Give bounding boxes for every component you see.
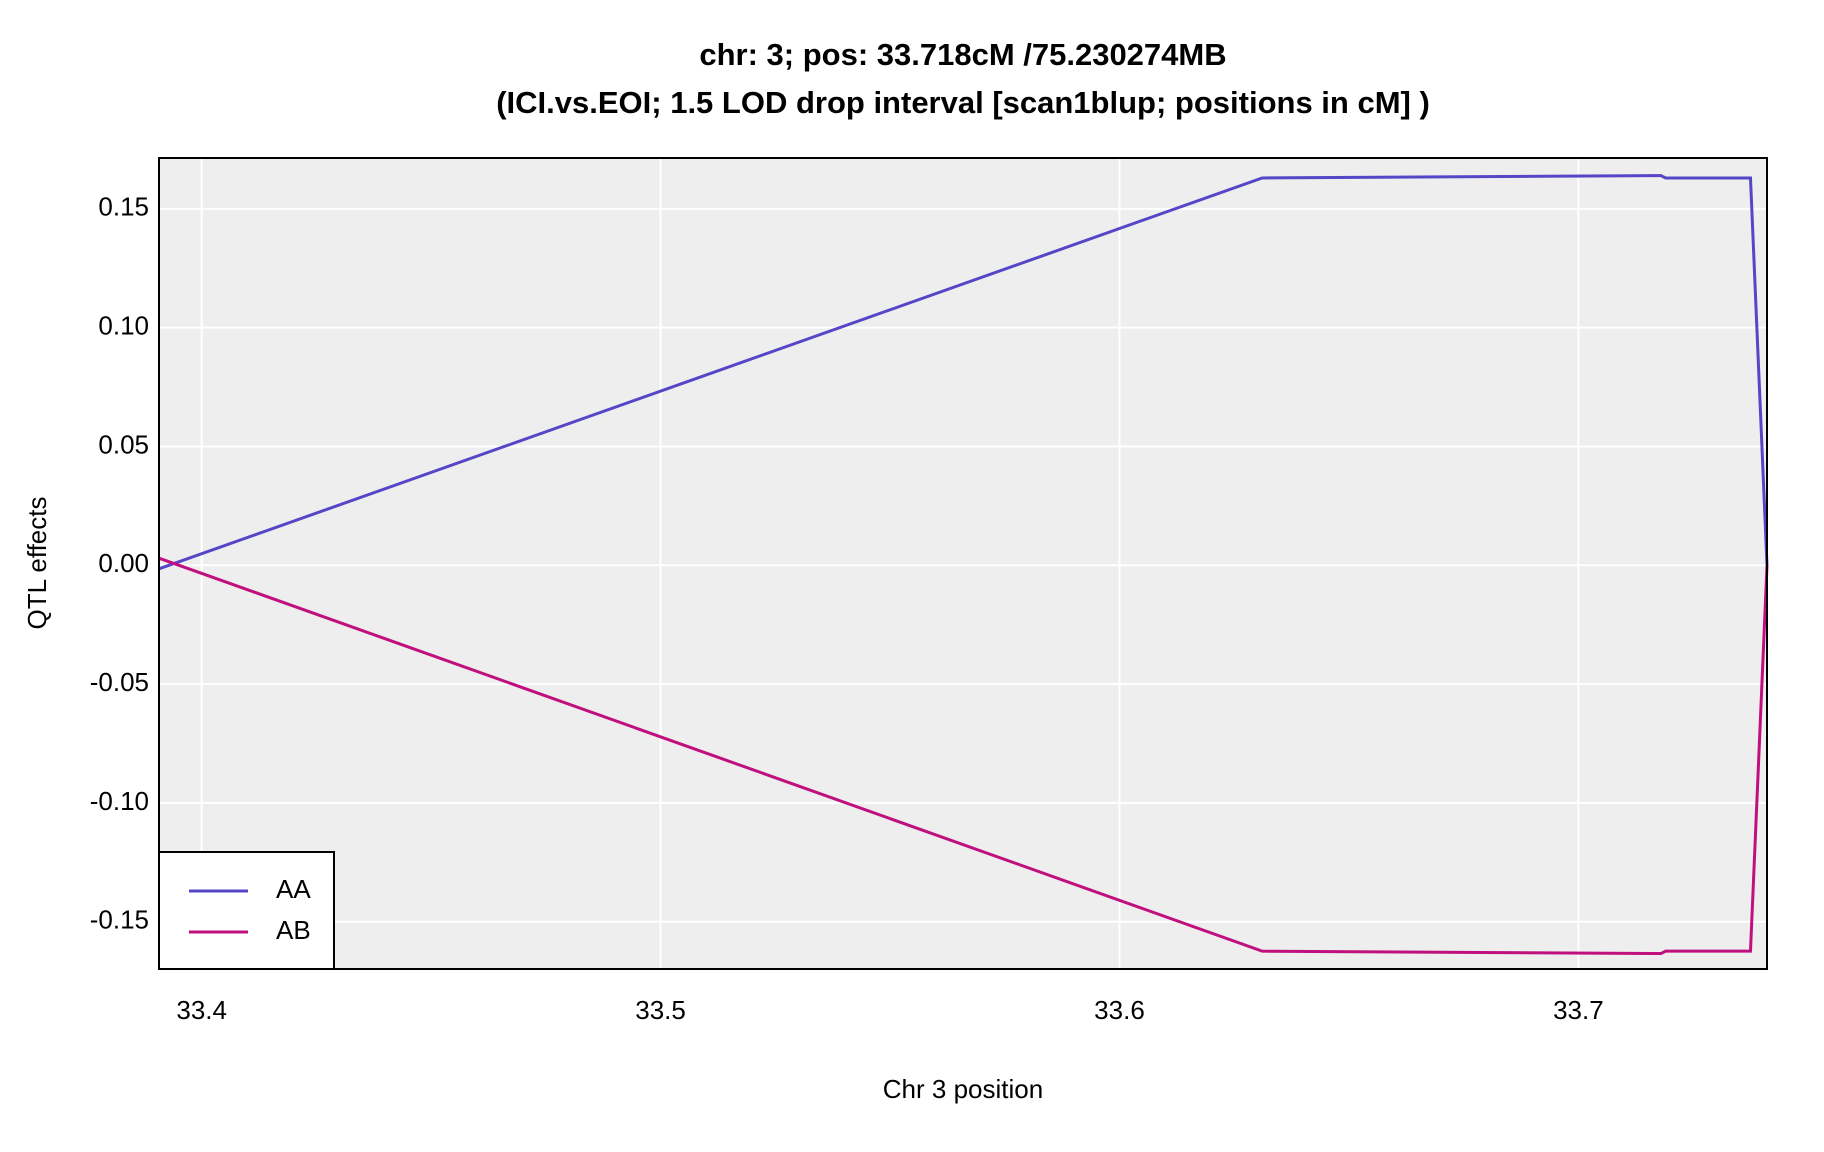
data-line [158, 174, 1769, 571]
x-axis-label: Chr 3 position [883, 1074, 1043, 1104]
plot-frame [158, 157, 1768, 970]
chart-title: chr: 3; pos: 33.718cM /75.230274MB [699, 37, 1226, 72]
x-tick-label: 33.4 [176, 995, 227, 1025]
y-tick-label: -0.05 [90, 667, 149, 697]
y-tick-label: 0.00 [98, 548, 149, 578]
y-axis-label: QTL effects [22, 497, 52, 630]
legend-box [158, 851, 335, 970]
legend-label: AA [276, 874, 311, 904]
chart-subtitle: (ICI.vs.EOI; 1.5 LOD drop interval [scan… [496, 85, 1430, 120]
y-tick-label: -0.10 [90, 786, 149, 816]
x-tick-label: 33.6 [1094, 995, 1145, 1025]
legend-label: AB [276, 915, 311, 945]
plot-background [159, 158, 1767, 969]
y-tick-label: 0.10 [98, 311, 149, 341]
y-tick-label: 0.05 [98, 429, 149, 459]
x-tick-label: 33.7 [1553, 995, 1604, 1025]
data-line [158, 556, 1769, 956]
y-tick-label: -0.15 [90, 905, 149, 935]
x-tick-label: 33.5 [635, 995, 686, 1025]
y-tick-label: 0.15 [98, 192, 149, 222]
